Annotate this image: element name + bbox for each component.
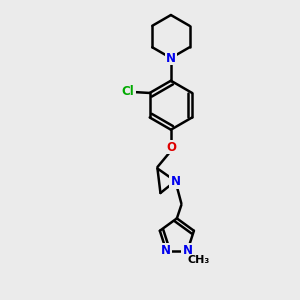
Text: N: N bbox=[166, 52, 176, 64]
Text: Cl: Cl bbox=[122, 85, 135, 98]
Text: N: N bbox=[170, 175, 180, 188]
Text: CH₃: CH₃ bbox=[188, 255, 210, 265]
Text: O: O bbox=[166, 140, 176, 154]
Text: N: N bbox=[161, 244, 171, 257]
Text: N: N bbox=[182, 244, 192, 257]
